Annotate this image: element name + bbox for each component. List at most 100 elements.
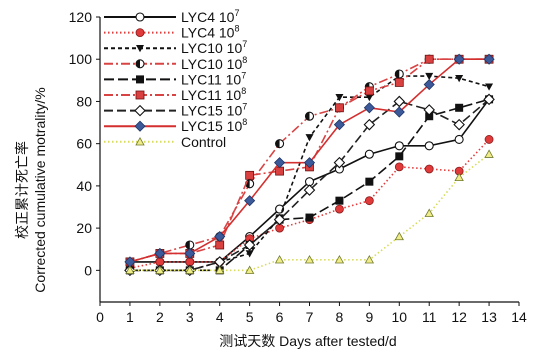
data-point — [365, 177, 374, 186]
data-point — [455, 75, 464, 83]
legend-label: LYC11 108 — [181, 86, 246, 103]
data-point — [245, 250, 254, 258]
data-point — [363, 118, 376, 131]
legend-label: LYC15 108 — [181, 117, 247, 134]
data-point — [135, 28, 145, 37]
data-point — [185, 240, 195, 250]
x-tick-label: 13 — [481, 309, 497, 325]
data-point — [424, 54, 434, 64]
legend-item: LYC15 107 — [104, 102, 247, 119]
marker-fill — [395, 70, 400, 78]
legend-item: LYC4 107 — [104, 8, 239, 25]
x-tick-label: 8 — [336, 309, 344, 325]
data-point — [335, 94, 344, 102]
data-point — [394, 231, 404, 241]
legend-label: LYC10 107 — [181, 39, 247, 56]
x-tick-label: 9 — [365, 309, 373, 325]
x-tick-label: 2 — [156, 309, 164, 325]
x-tick-label: 14 — [511, 309, 527, 325]
series-lyc158 — [124, 53, 495, 268]
data-point — [334, 254, 345, 264]
data-point — [335, 204, 344, 214]
data-point — [136, 75, 144, 84]
legend-label: Control — [181, 134, 226, 150]
legend-exponent: 8 — [234, 24, 239, 34]
y-tick-label: 40 — [76, 178, 92, 194]
data-point — [275, 139, 285, 149]
x-axis-title: 测试天数 Days after tested/d — [219, 333, 396, 349]
data-point — [453, 53, 465, 65]
data-point — [363, 102, 375, 114]
y-tick-label: 0 — [84, 262, 92, 278]
data-point — [483, 93, 495, 106]
data-point — [483, 53, 495, 65]
legend-item: LYC15 108 — [104, 117, 247, 134]
legend-exponent: 7 — [242, 39, 247, 49]
data-point — [484, 149, 494, 158]
series-layer — [124, 53, 495, 277]
data-point — [394, 162, 404, 172]
data-point — [453, 118, 465, 131]
legend-item: LYC10 107 — [104, 39, 247, 56]
data-point — [273, 213, 286, 226]
data-point — [394, 69, 404, 79]
data-point — [364, 86, 374, 96]
legend-exponent: 7 — [242, 102, 247, 112]
y-axis-title-cn: 校正累计死亡率 — [14, 141, 30, 239]
data-point — [365, 94, 374, 102]
y-axis: 0 20 40 60 80 100 120 — [69, 9, 100, 278]
data-point — [135, 136, 145, 146]
data-point — [305, 213, 314, 222]
x-tick-label: 12 — [451, 309, 467, 325]
legend-item: LYC4 108 — [104, 24, 239, 41]
data-point — [425, 112, 434, 121]
x-tick-label: 10 — [391, 309, 407, 325]
data-point — [454, 134, 464, 144]
data-point — [184, 247, 196, 260]
data-point — [454, 172, 464, 182]
data-point — [364, 254, 375, 264]
data-point — [304, 111, 315, 121]
legend-item: Control — [104, 134, 226, 150]
y-tick-label: 100 — [69, 51, 93, 67]
data-point — [393, 106, 405, 118]
data-point — [136, 45, 144, 53]
data-point — [333, 119, 345, 131]
y-tick-label: 120 — [69, 9, 93, 25]
x-tick-label: 3 — [186, 309, 194, 325]
data-point — [364, 196, 374, 206]
legend-exponent: 7 — [241, 70, 246, 80]
data-point — [394, 78, 404, 87]
marker-fill — [136, 59, 140, 68]
data-point — [484, 135, 494, 144]
series-lyc48 — [125, 135, 494, 273]
data-point — [134, 120, 146, 132]
legend-exponent: 8 — [242, 55, 247, 65]
legend-label: LYC4 107 — [181, 8, 239, 25]
data-point — [135, 12, 145, 22]
y-tick-label: 80 — [76, 93, 92, 109]
series-control — [125, 149, 494, 274]
data-point — [303, 157, 316, 169]
data-point — [214, 230, 226, 243]
x-tick-label: 0 — [96, 309, 104, 325]
legend-label: LYC11 107 — [181, 70, 246, 87]
data-point — [394, 141, 404, 151]
data-point — [155, 265, 165, 274]
data-point — [243, 239, 256, 251]
marker-fill — [305, 112, 310, 121]
data-point — [335, 103, 344, 113]
data-point — [304, 254, 315, 264]
data-point — [424, 208, 434, 217]
x-tick-label: 4 — [216, 309, 224, 325]
data-point — [244, 195, 256, 207]
x-tick-label: 7 — [306, 309, 314, 325]
data-point — [185, 265, 195, 274]
data-point — [333, 156, 346, 169]
data-point — [135, 59, 145, 69]
data-point — [275, 166, 284, 176]
y-axis-title: 校正累计死亡率 Corrected cumulative motrality/% — [14, 87, 48, 292]
y-tick-label: 20 — [76, 220, 92, 236]
